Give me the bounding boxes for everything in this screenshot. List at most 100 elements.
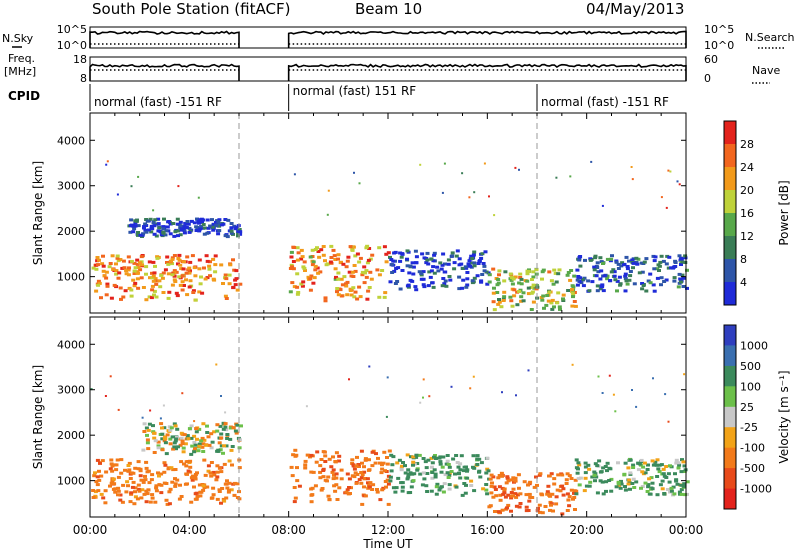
velocity-echo-cell [673,472,677,476]
velocity-echo-cell [208,471,213,475]
power-echo-cell [217,218,222,222]
velocity-echo-cell [116,486,121,490]
velocity-echo-cell [186,469,191,473]
velocity-echo-cell [616,461,620,465]
power-echo-cell [432,271,437,275]
velocity-echo-cell [127,461,132,465]
power-echo-cell [635,262,640,266]
velocity-echo-cell [601,466,606,470]
velocity-echo-cell [360,461,364,465]
power-echo-cell [631,178,634,181]
velocity-echo-cell [394,486,399,490]
y-tick-label: 4000 [57,338,85,351]
power-echo-cell [366,258,371,262]
power-echo-cell [382,245,387,249]
power-echo-cell [370,253,375,257]
power-echo-cell [180,288,185,292]
velocity-echo-cell [475,463,480,466]
velocity-echo-cell [515,394,517,397]
power-echo-cell [316,271,321,275]
power-echo-cell [578,264,583,268]
velocity-echo-cell [370,450,375,454]
velocity-echo-cell [294,453,299,457]
velocity-echo-cell [205,485,210,489]
velocity-echo-cell [501,492,506,496]
power-echo-cell [519,282,524,286]
velocity-echo-cell [291,453,296,457]
power-echo-cell [656,263,661,267]
power-frame [89,112,687,314]
velocity-echo-cell [593,472,598,476]
power-echo-cell [192,221,197,225]
velocity-echo-cell [326,475,331,479]
power-echo-cell [190,254,195,258]
power-echo-cell [664,262,669,266]
velocity-echo-cell [640,470,645,474]
power-echo-cell [529,308,534,311]
velocity-echo-cell [209,474,214,478]
power-echo-cell [227,282,232,286]
power-echo-cell [531,270,536,274]
velocity-echo-cell [141,448,146,452]
power-echo-cell [189,219,194,223]
power-echo-cell [313,268,318,272]
power-echo-cell [592,268,597,272]
power-echo-cell [151,279,156,283]
velocity-echo-cell [171,468,176,472]
velocity-echo-cell [582,489,587,493]
power-echo-cell [599,269,604,273]
velocity-echo-cell [445,459,450,463]
velocity-echo-cell [323,478,328,482]
velocity-echo-cell [432,468,437,472]
power-echo-cell [652,259,657,263]
velocity-echo-cell [503,495,508,499]
power-echo-cell [97,281,102,285]
power-echo-cell [344,284,349,288]
velocity-echo-cell [464,483,468,487]
velocity-echo-cell [206,469,211,473]
power-echo-cell [112,283,117,287]
power-echo-cell [508,272,513,276]
velocity-echo-cell [334,476,339,480]
velocity-echo-cell [334,472,339,476]
velocity-echo-cell [119,471,124,475]
velocity-echo-cell [101,496,106,500]
velocity-echo-cell [235,482,240,486]
power-echo-cell [452,261,457,265]
velocity-echo-cell [339,477,344,481]
velocity-echo-cell [175,478,180,482]
power-echo-cell [465,283,470,287]
velocity-echo-cell [396,476,401,480]
velocity-echo-cell [405,477,410,481]
velocity-echo-cell [189,424,194,428]
velocity-echo-cell [397,458,402,462]
velocity-echo-cell [650,481,655,485]
velocity-echo-cell [337,454,342,458]
power-echo-cell [131,224,135,228]
power-echo-cell [441,191,444,194]
power-echo-cell [202,226,207,230]
power-echo-cell [133,224,138,228]
velocity-echo-cell [469,387,472,390]
velocity-echo-cell [485,456,490,460]
colorbar-swatch [724,447,736,469]
velocity-echo-cell [660,479,665,483]
power-echo-cell [203,277,208,281]
velocity-echo-cell [425,472,430,475]
power-echo-cell [206,226,211,230]
velocity-echo-cell [237,446,242,450]
velocity-echo-cell [189,452,194,456]
power-echo-cell [193,298,198,302]
velocity-echo-cell [434,492,439,496]
colorbar-swatch [724,406,736,428]
power-echo-cell [205,231,210,235]
power-echo-cell [426,284,431,288]
velocity-echo-cell [662,474,667,478]
power-echo-cell [583,258,587,262]
power-echo-cell [129,288,134,292]
velocity-echo-cell [310,486,315,490]
power-echo-cell [608,279,613,282]
power-echo-cell [444,284,449,288]
power-echo-cell [549,301,554,305]
power-echo-cell [616,267,621,270]
